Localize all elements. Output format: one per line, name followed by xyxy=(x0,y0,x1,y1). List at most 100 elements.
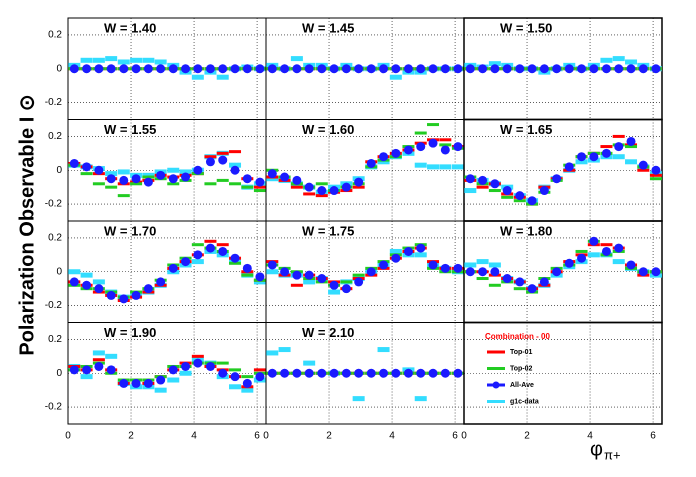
all-ave-point xyxy=(205,157,215,167)
x-tick-label: 0 xyxy=(65,431,71,442)
all-ave-point xyxy=(82,162,92,172)
model-point xyxy=(253,189,266,193)
all-ave-point xyxy=(589,64,599,74)
all-ave-point xyxy=(230,64,240,74)
all-ave-point xyxy=(379,368,389,378)
all-ave-point xyxy=(614,243,624,253)
panel-title: W = 1.55 xyxy=(104,122,156,137)
model-point xyxy=(427,123,440,127)
g1c-point xyxy=(612,154,625,160)
g1c-point xyxy=(488,61,501,67)
model-point xyxy=(204,182,217,186)
g1c-point xyxy=(625,159,638,165)
model-point xyxy=(105,185,118,189)
model-point xyxy=(439,138,452,142)
all-ave-point xyxy=(82,64,92,74)
all-ave-point xyxy=(577,64,587,74)
all-ave-point xyxy=(440,368,450,378)
g1c-point xyxy=(179,370,192,376)
model-point xyxy=(241,375,254,379)
g1c-point xyxy=(414,162,427,168)
all-ave-point xyxy=(292,175,302,185)
x-tick-label: 0 xyxy=(461,431,467,442)
all-ave-point xyxy=(168,174,178,184)
all-ave-point xyxy=(82,280,92,290)
all-ave-point xyxy=(478,175,488,185)
model-point xyxy=(315,182,328,186)
g1c-point xyxy=(229,162,242,168)
all-ave-point xyxy=(626,260,636,270)
all-ave-point xyxy=(267,64,277,74)
all-ave-point xyxy=(552,174,562,184)
all-ave-point xyxy=(329,186,339,196)
g1c-point xyxy=(439,164,452,170)
all-ave-point xyxy=(527,196,537,206)
all-ave-point xyxy=(403,64,413,74)
x-tick-label: 6 xyxy=(254,431,260,442)
model-point xyxy=(303,192,316,196)
all-ave-point xyxy=(69,365,79,375)
all-ave-point xyxy=(193,250,203,260)
all-ave-point xyxy=(106,365,116,375)
all-ave-point xyxy=(391,148,401,158)
all-ave-point xyxy=(205,243,215,253)
all-ave-point xyxy=(490,64,500,74)
model-point xyxy=(488,283,501,287)
g1c-point xyxy=(600,57,613,63)
g1c-point xyxy=(414,396,427,402)
all-ave-point xyxy=(131,64,141,74)
all-ave-point xyxy=(255,372,265,382)
all-ave-point xyxy=(453,64,463,74)
all-ave-point xyxy=(552,267,562,277)
all-ave-point xyxy=(354,64,364,74)
all-ave-point xyxy=(329,64,339,74)
x-tick-label: 6 xyxy=(452,431,458,442)
all-ave-point xyxy=(143,378,153,388)
all-ave-point xyxy=(267,260,277,270)
legend-label: g1c-data xyxy=(510,398,539,405)
all-ave-point xyxy=(156,277,166,287)
g1c-point xyxy=(229,384,242,390)
legend-label: All-Ave xyxy=(510,382,534,389)
model-point xyxy=(414,131,427,135)
all-ave-point xyxy=(242,64,252,74)
all-ave-point xyxy=(403,145,413,155)
all-ave-point xyxy=(168,64,178,74)
all-ave-point xyxy=(465,267,475,277)
all-ave-point xyxy=(82,365,92,375)
all-ave-point xyxy=(490,267,500,277)
all-ave-point xyxy=(638,160,648,170)
all-ave-point xyxy=(267,368,277,378)
g1c-point xyxy=(587,252,600,258)
all-ave-point xyxy=(218,64,228,74)
g1c-point xyxy=(377,159,390,165)
g1c-point xyxy=(612,56,625,62)
all-ave-point xyxy=(564,258,574,268)
all-ave-point xyxy=(329,280,339,290)
model-point xyxy=(476,277,489,281)
all-ave-point xyxy=(638,267,648,277)
model-point xyxy=(600,145,613,149)
g1c-point xyxy=(105,171,118,177)
g1c-point xyxy=(216,74,229,80)
all-ave-point xyxy=(181,361,191,371)
all-ave-point xyxy=(366,64,376,74)
model-point xyxy=(92,358,105,362)
panel-title: W = 1.90 xyxy=(104,325,156,340)
all-ave-point xyxy=(354,177,364,187)
all-ave-point xyxy=(317,64,327,74)
g1c-point xyxy=(105,353,118,359)
all-ave-point xyxy=(354,368,364,378)
all-ave-point xyxy=(156,170,166,180)
g1c-point xyxy=(80,374,93,380)
model-point xyxy=(340,280,353,284)
all-ave-point xyxy=(539,64,549,74)
g1c-point xyxy=(68,269,81,275)
all-ave-point xyxy=(168,263,178,273)
all-ave-point xyxy=(502,186,512,196)
g1c-point xyxy=(142,57,155,63)
all-ave-point xyxy=(280,64,290,74)
x-tick-label: 2 xyxy=(128,431,134,442)
all-ave-point xyxy=(341,64,351,74)
all-ave-point xyxy=(119,64,129,74)
